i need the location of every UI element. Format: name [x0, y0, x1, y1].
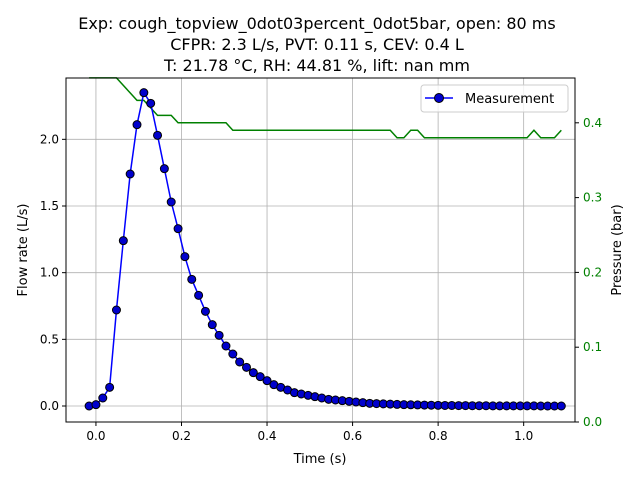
- x-tick-label: 0.6: [343, 429, 362, 443]
- measurement-point: [228, 349, 238, 359]
- measurement-point: [146, 98, 156, 108]
- measurement-point: [187, 274, 197, 284]
- legend: Measurement: [420, 84, 569, 113]
- measurement-point: [139, 88, 149, 98]
- measurement-point: [262, 376, 272, 386]
- y-right-tick-label: 0.2: [583, 265, 602, 279]
- plot-frame: [65, 77, 576, 423]
- chart-title-line-3: T: 21.78 °C, RH: 44.81 %, lift: nan mm: [163, 56, 470, 75]
- grid: [66, 78, 575, 422]
- measurement-point: [91, 400, 101, 410]
- measurement-point: [166, 197, 176, 207]
- legend-marker-sample: [434, 93, 444, 103]
- pressure-line: [89, 77, 562, 139]
- measurement-point: [132, 120, 142, 130]
- x-tick-label: 0.0: [86, 429, 105, 443]
- measurement-point: [98, 393, 108, 403]
- x-axis: 0.0 0.2 0.4 0.6 0.8 1.0: [86, 422, 533, 443]
- y-axis-left: 0.0 0.5 1.0 1.5 2.0: [40, 132, 66, 413]
- measurement-point: [105, 382, 115, 392]
- x-axis-label: Time (s): [293, 452, 347, 467]
- measurement-point: [248, 368, 258, 378]
- y-left-tick-label: 1.5: [40, 199, 59, 213]
- chart-title-line-1: Exp: cough_topview_0dot03percent_0dot5ba…: [78, 14, 555, 34]
- pressure-series: [89, 77, 562, 139]
- y-right-tick-label: 0.0: [583, 415, 602, 429]
- y-axis-right: 0.0 0.1 0.2 0.3 0.4: [575, 116, 602, 429]
- measurement-point: [214, 330, 224, 340]
- x-tick-label: 0.2: [172, 429, 191, 443]
- measurement-point: [235, 357, 245, 367]
- x-tick-label: 0.4: [257, 429, 276, 443]
- measurement-point: [180, 252, 190, 262]
- measurement-point: [125, 169, 135, 179]
- measurement-point: [556, 401, 566, 411]
- measurement-point: [159, 164, 169, 174]
- measurement-point: [173, 224, 183, 234]
- measurement-point: [200, 306, 210, 316]
- measurement-point: [221, 341, 231, 351]
- y-left-tick-label: 1.0: [40, 266, 59, 280]
- y-axis-left-label: Flow rate (L/s): [16, 204, 31, 297]
- measurement-point: [153, 130, 163, 140]
- measurement-point: [194, 290, 204, 300]
- measurement-point: [111, 305, 121, 315]
- measurement-point: [207, 320, 217, 330]
- legend-label-measurement: Measurement: [465, 92, 554, 107]
- measurement-point: [242, 362, 251, 372]
- measurement-point: [255, 372, 265, 382]
- y-left-tick-label: 0.5: [40, 332, 59, 346]
- y-left-tick-label: 0.0: [40, 399, 59, 413]
- measurement-series: [84, 88, 566, 411]
- legend-box: [420, 84, 569, 113]
- y-right-tick-label: 0.1: [583, 340, 602, 354]
- y-left-tick-label: 2.0: [40, 132, 59, 146]
- chart-title-line-2: CFPR: 2.3 L/s, PVT: 0.11 s, CEV: 0.4 L: [170, 35, 464, 54]
- x-tick-label: 1.0: [514, 429, 533, 443]
- y-right-tick-label: 0.4: [583, 116, 602, 130]
- y-axis-right-label: Pressure (bar): [610, 204, 625, 295]
- measurement-point: [118, 236, 128, 246]
- y-right-tick-label: 0.3: [583, 191, 602, 205]
- x-tick-label: 0.8: [429, 429, 448, 443]
